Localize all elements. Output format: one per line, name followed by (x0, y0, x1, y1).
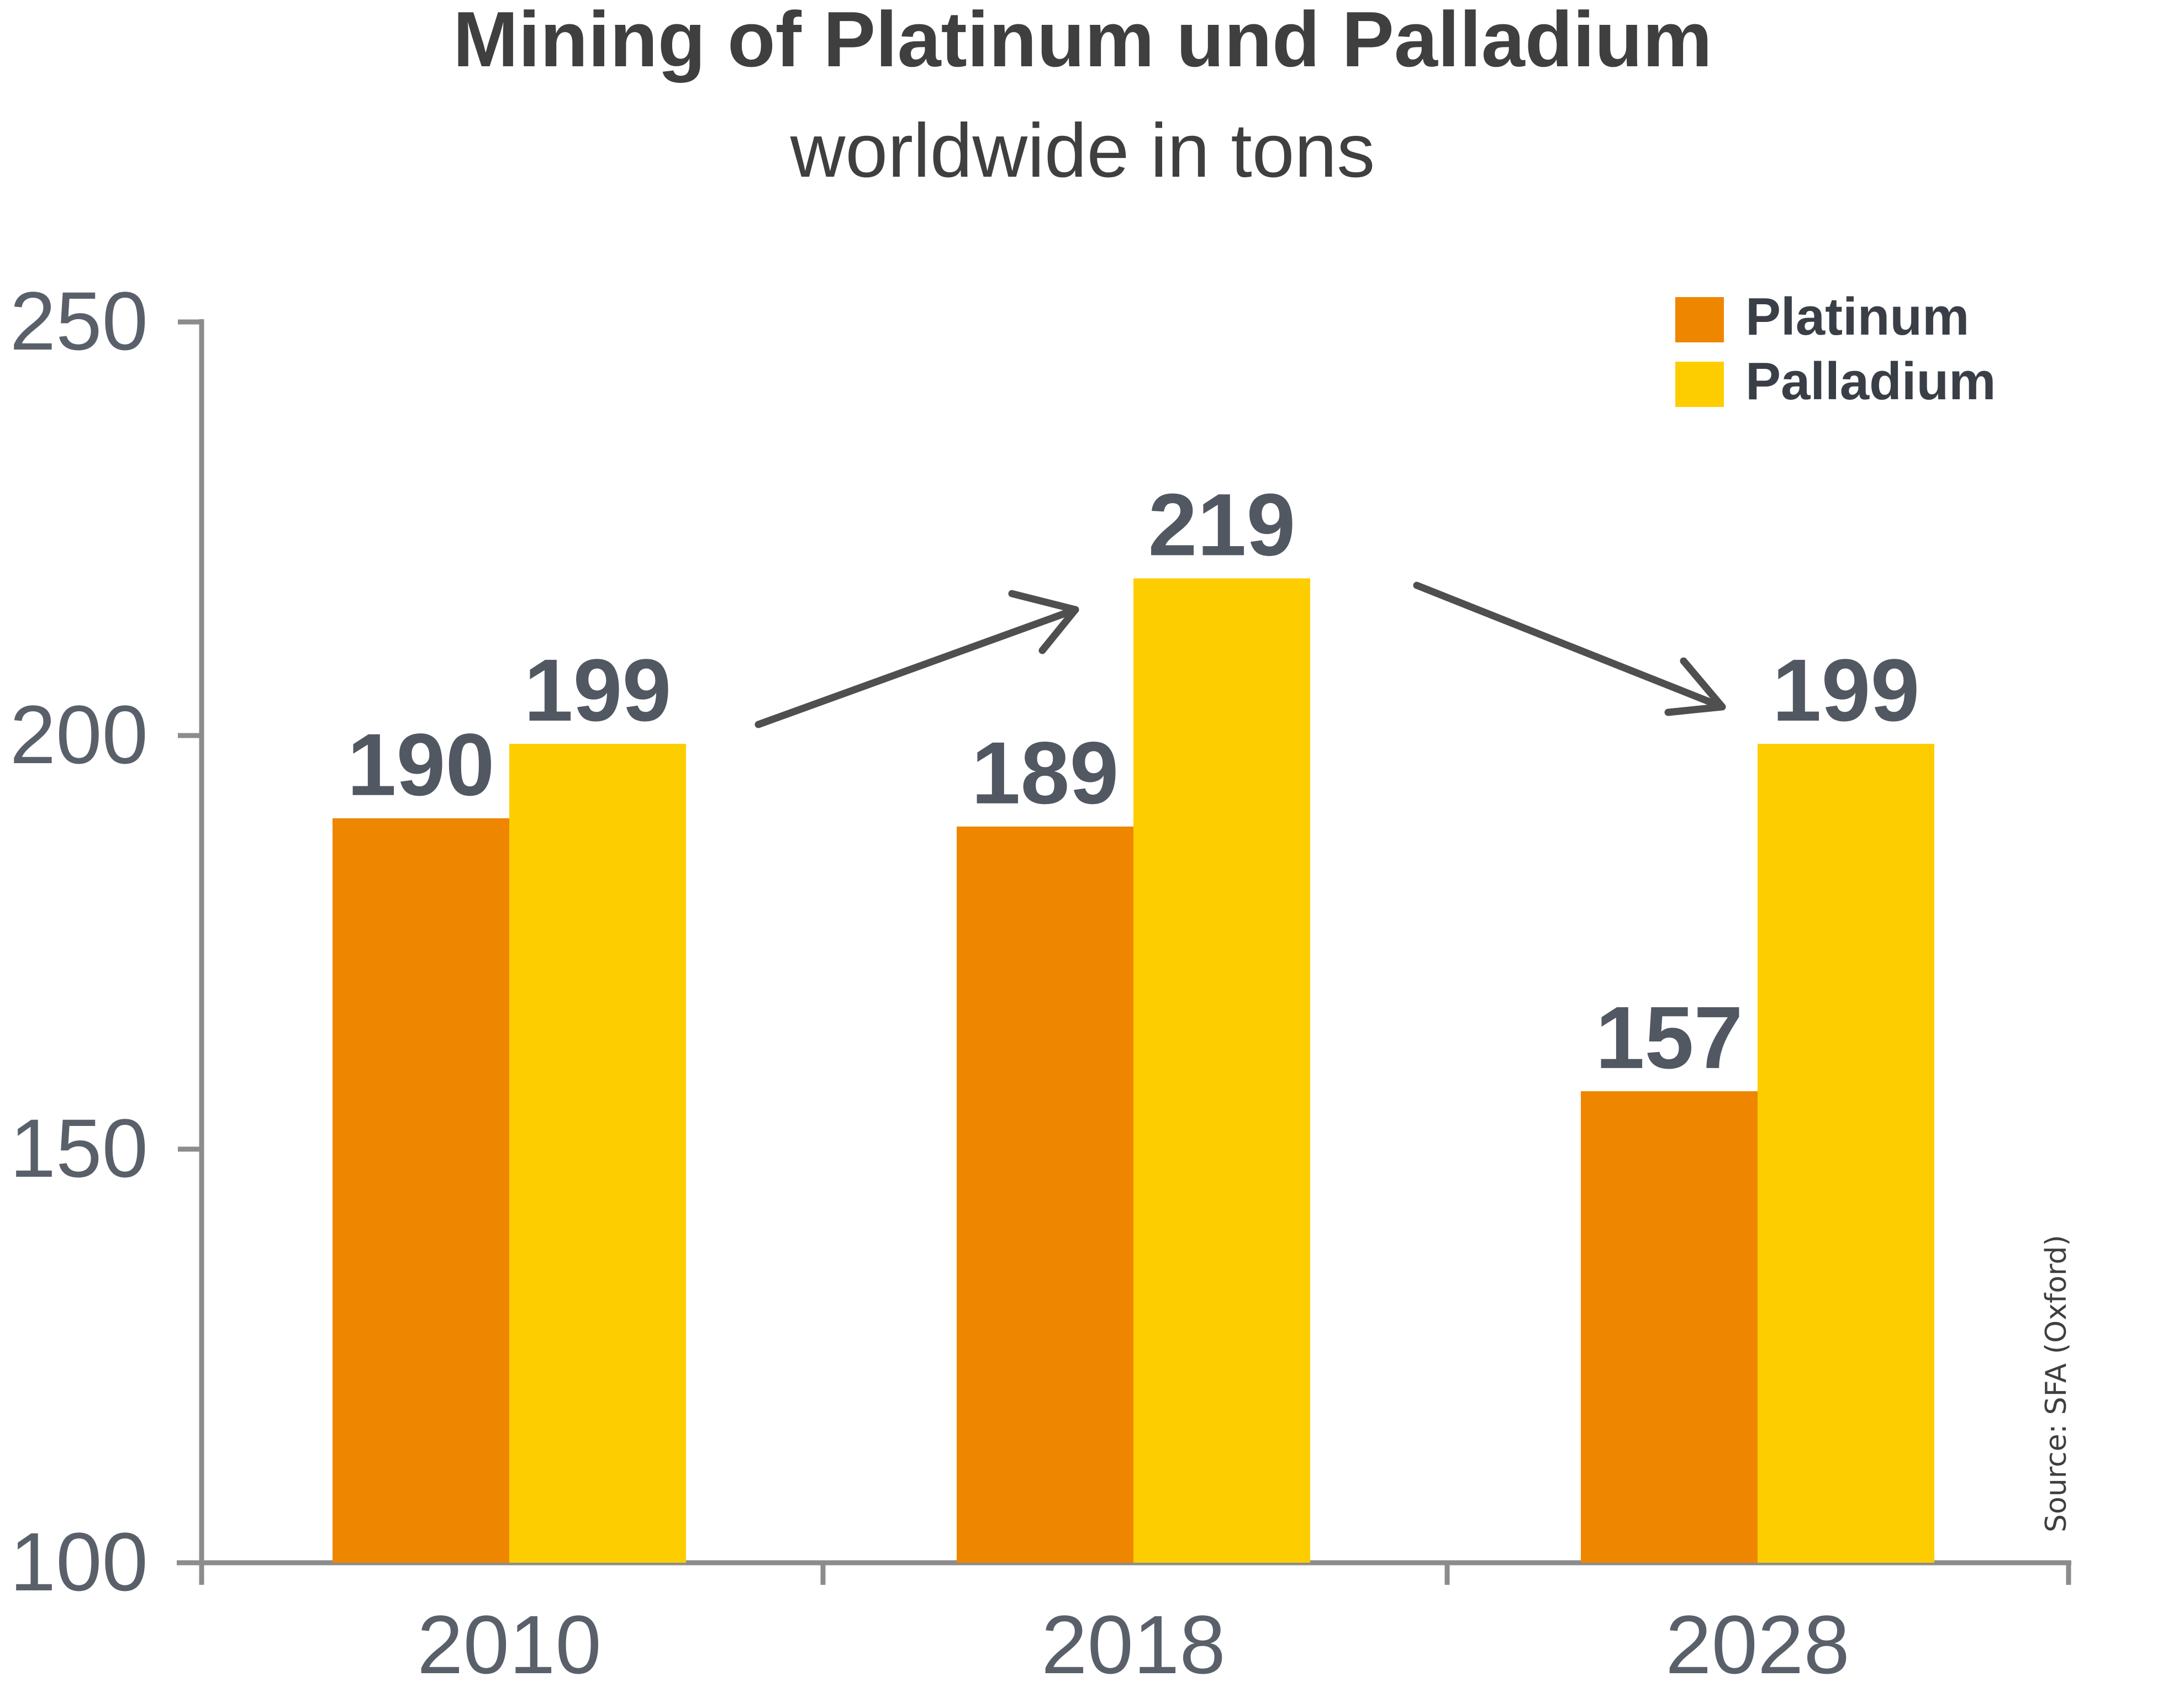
data-label-palladium-2010: 199 (524, 641, 672, 739)
data-label-palladium-2028: 199 (1772, 641, 1920, 739)
bar-platinum-2028 (1581, 1091, 1758, 1563)
legend: Platinum Palladium (1675, 287, 1996, 411)
legend-label-palladium: Palladium (1745, 352, 1996, 411)
x-tick-label: 2010 (417, 1598, 602, 1687)
trend-up-arrow-icon (755, 590, 1079, 728)
bar-platinum-2010 (333, 818, 509, 1563)
data-labels: 190 199 189 219 157 199 (347, 475, 1920, 1087)
x-tick-label: 2018 (1041, 1598, 1226, 1687)
bar-palladium-2028 (1758, 743, 1934, 1563)
y-tick-label: 250 (10, 274, 148, 367)
x-tick-label: 2028 (1665, 1598, 1850, 1687)
data-label-platinum-2028: 157 (1596, 988, 1743, 1087)
source-note: Source: SFA (Oxford) (2040, 1235, 2073, 1532)
bars (333, 578, 1934, 1563)
bar-palladium-2010 (509, 743, 686, 1563)
x-tick-labels: 2010 2018 2028 (417, 1598, 1850, 1687)
y-ticks: 100 150 200 250 (10, 274, 202, 1608)
bar-palladium-2018 (1133, 578, 1310, 1563)
y-tick-label: 200 (10, 688, 148, 781)
chart-subtitle: worldwide in tons (790, 108, 1375, 193)
y-tick-label: 100 (10, 1515, 148, 1608)
trend-down-arrow-icon (1413, 581, 1726, 716)
trend-arrows (755, 581, 1726, 728)
legend-label-platinum: Platinum (1745, 287, 1969, 346)
legend-swatch-palladium (1675, 362, 1724, 407)
data-label-palladium-2018: 219 (1148, 475, 1296, 574)
chart-title: Mining of Platinum und Palladium (453, 0, 1712, 83)
bar-platinum-2018 (957, 826, 1133, 1563)
data-label-platinum-2010: 190 (347, 715, 495, 814)
legend-swatch-platinum (1675, 297, 1724, 342)
y-tick-label: 150 (10, 1102, 148, 1194)
data-label-platinum-2018: 189 (972, 723, 1119, 822)
